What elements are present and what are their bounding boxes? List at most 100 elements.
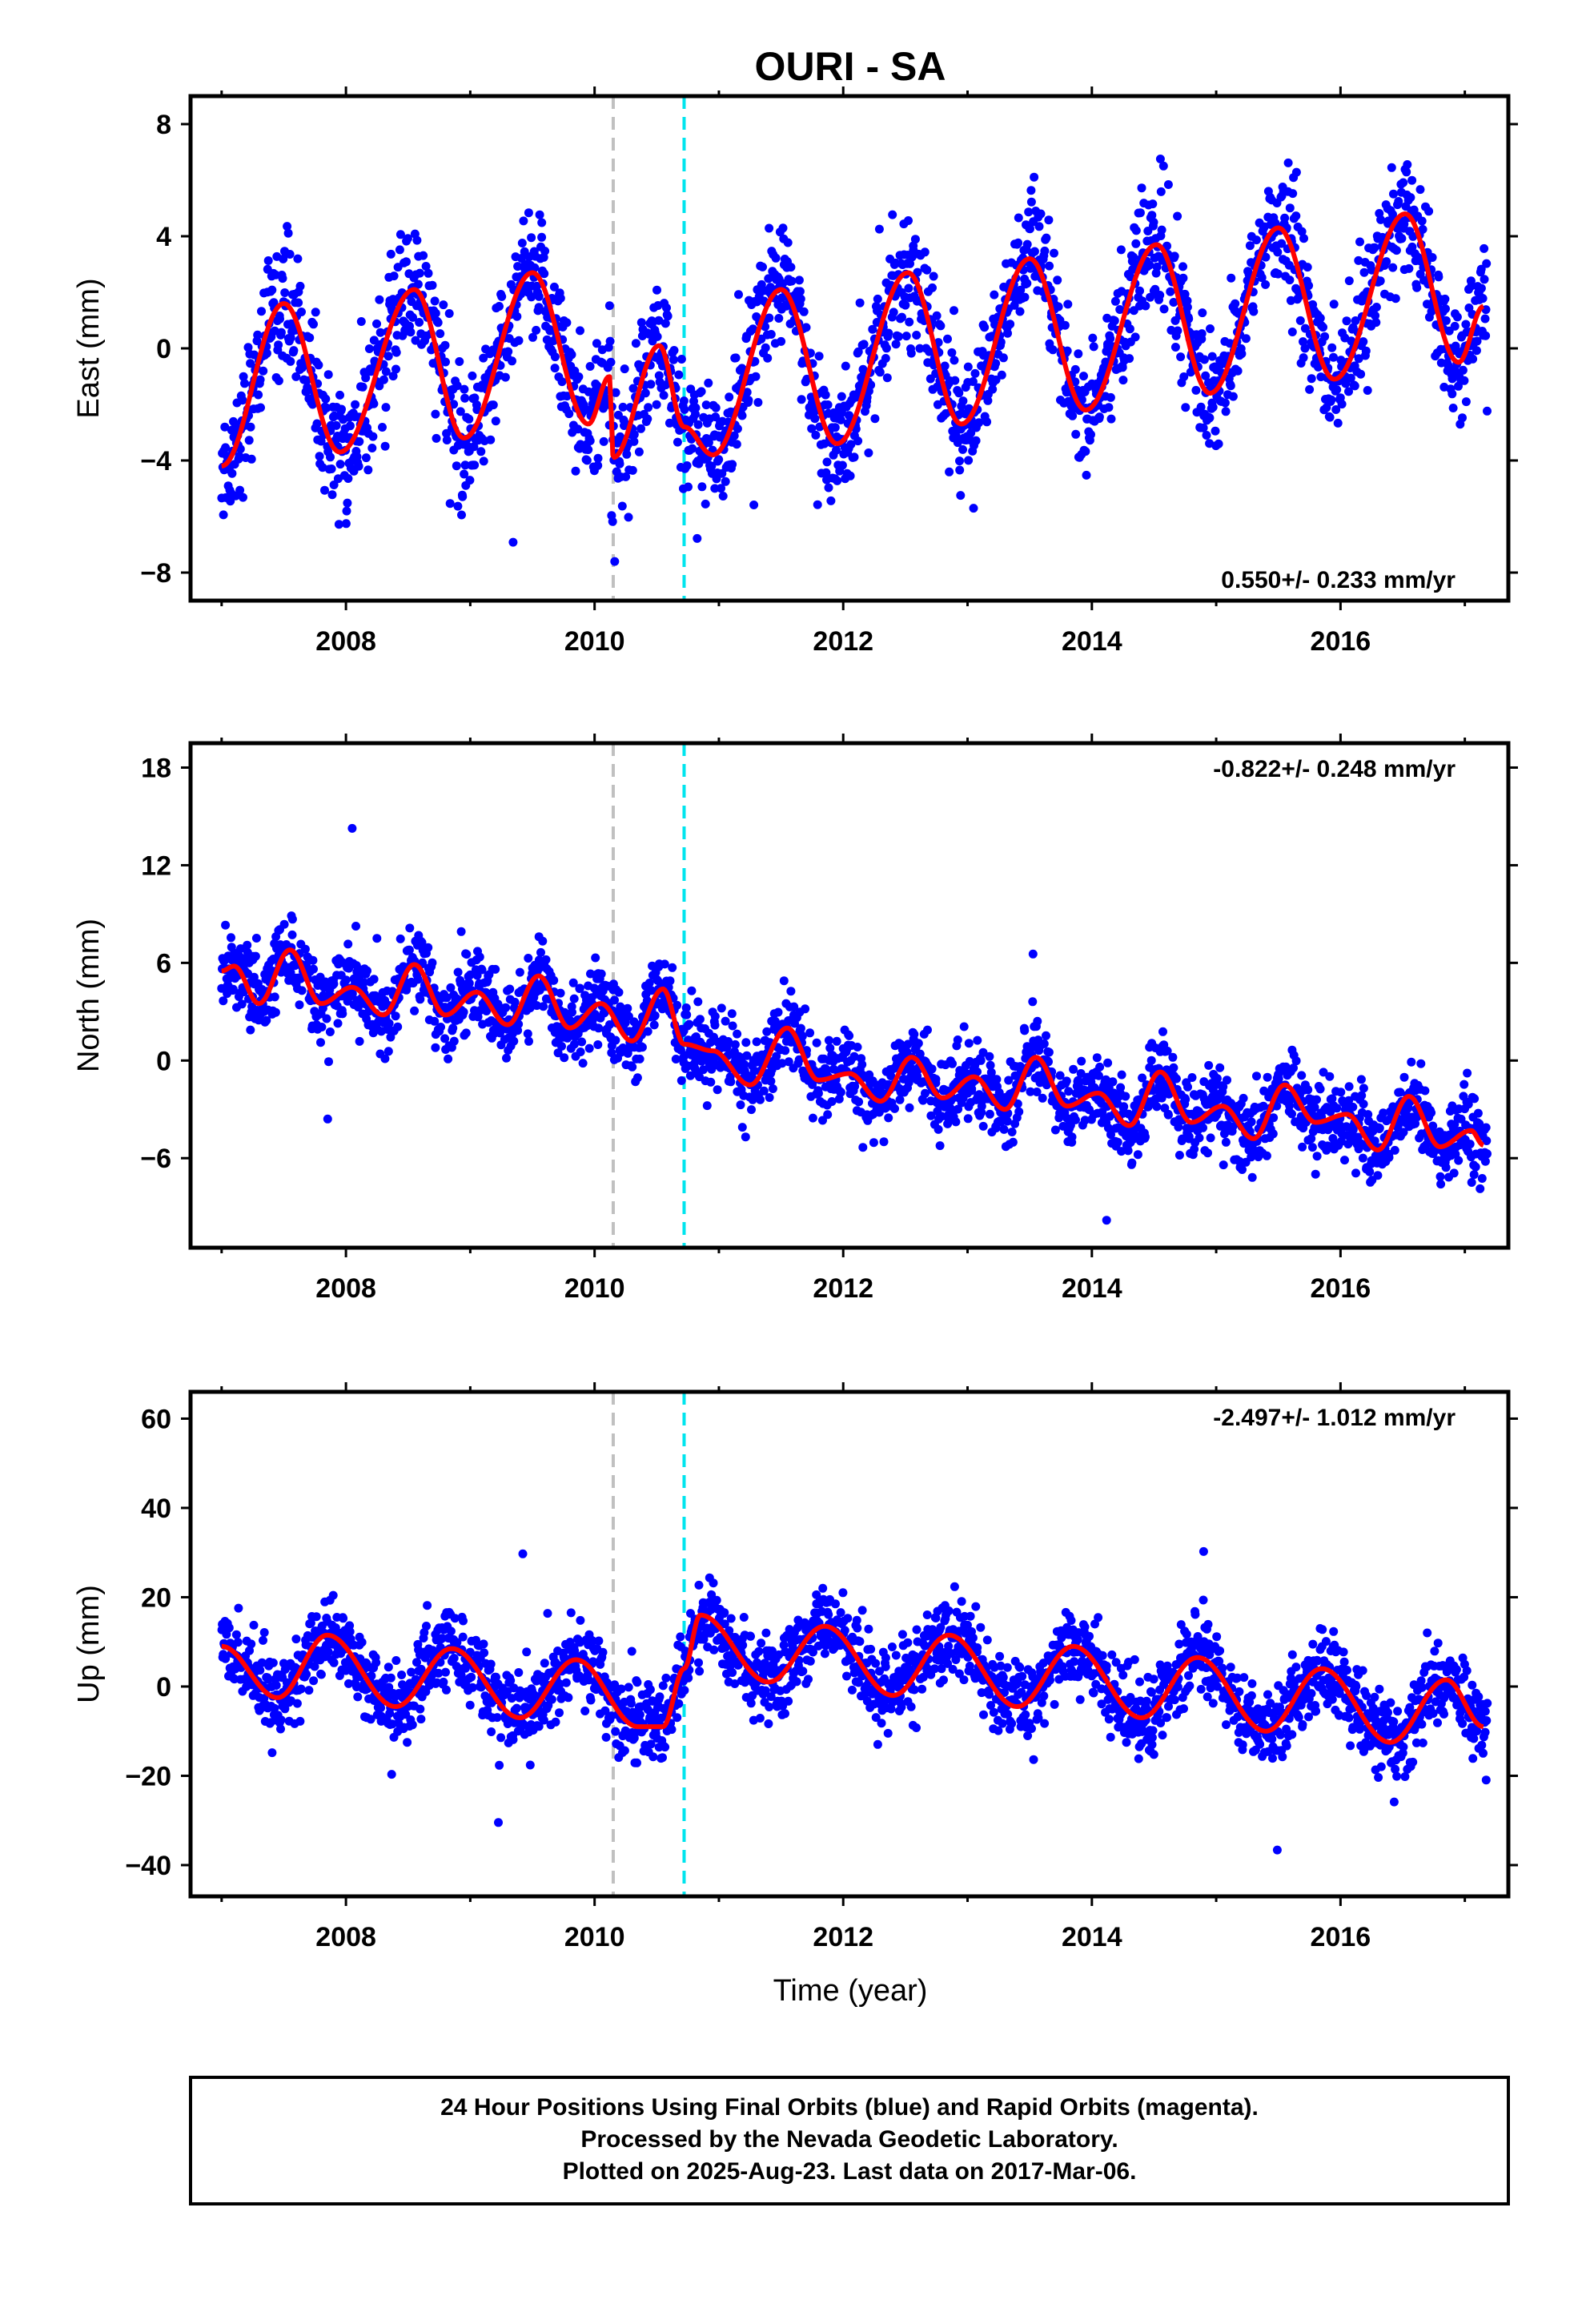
data-point [235, 444, 245, 454]
data-point [777, 1059, 787, 1068]
data-point [821, 468, 831, 477]
data-point [1295, 316, 1305, 325]
data-point [389, 271, 399, 281]
data-point [274, 340, 283, 350]
data-point [1418, 224, 1427, 234]
data-point [1480, 243, 1489, 253]
data-point [431, 308, 440, 318]
chart-title: OURI - SA [755, 44, 946, 89]
data-point [1125, 324, 1134, 334]
data-point [453, 501, 463, 511]
data-point [524, 1036, 533, 1046]
data-point [845, 471, 855, 480]
data-point [460, 469, 469, 479]
data-point [905, 1103, 914, 1112]
data-point [1239, 1093, 1248, 1103]
data-point [1251, 235, 1261, 245]
data-point [1199, 355, 1209, 364]
data-point [749, 324, 757, 334]
data-point [978, 1047, 988, 1057]
data-point [1356, 369, 1366, 379]
data-point [732, 440, 741, 449]
data-point [1024, 207, 1034, 217]
data-point [1427, 1108, 1436, 1117]
data-point [584, 1043, 594, 1053]
data-point [905, 317, 914, 327]
data-point [1129, 252, 1138, 262]
data-point [571, 466, 580, 476]
data-point [243, 343, 253, 352]
data-point [1071, 1115, 1080, 1124]
data-point [1370, 243, 1379, 252]
data-point [540, 247, 550, 255]
data-point [428, 958, 437, 967]
data-point [635, 1054, 644, 1063]
data-point [1163, 180, 1173, 189]
data-point [512, 312, 522, 321]
data-point [1026, 197, 1036, 207]
data-point [253, 330, 263, 340]
data-point [412, 235, 422, 245]
data-point [246, 422, 255, 432]
data-point [986, 1068, 996, 1077]
data-point [347, 823, 357, 833]
data-point [359, 978, 368, 987]
data-point [442, 993, 452, 1003]
data-point [376, 1703, 385, 1713]
data-point [1036, 209, 1046, 219]
data-point [255, 1666, 265, 1675]
data-point [620, 364, 629, 374]
data-point [1315, 1084, 1325, 1094]
data-point [292, 1699, 302, 1708]
data-point [274, 376, 283, 385]
data-point [714, 455, 724, 464]
data-point [976, 1055, 986, 1065]
data-point [1022, 239, 1032, 249]
data-point [759, 1086, 769, 1096]
data-point [685, 1019, 694, 1029]
data-point [1162, 1046, 1172, 1055]
data-point [704, 438, 713, 448]
data-point [262, 348, 271, 358]
data-point [1149, 218, 1158, 227]
data-point [582, 456, 592, 465]
data-point [1441, 1163, 1451, 1172]
data-point [849, 1051, 859, 1061]
data-point [528, 332, 537, 342]
data-point [333, 1019, 343, 1028]
data-point [758, 262, 767, 271]
data-point [1184, 1132, 1194, 1141]
data-point [324, 1057, 333, 1067]
data-point [386, 249, 396, 259]
data-point [291, 372, 301, 381]
data-point [1101, 1075, 1110, 1084]
data-point [853, 347, 863, 356]
data-point [320, 485, 329, 495]
data-point [733, 1029, 742, 1039]
data-point [1088, 333, 1098, 343]
data-point [283, 228, 293, 238]
data-point [1376, 215, 1386, 224]
data-point [849, 452, 859, 462]
data-point [713, 1085, 722, 1095]
data-point [646, 986, 656, 995]
data-point [765, 1093, 774, 1102]
data-point [904, 216, 913, 225]
data-point [1169, 1063, 1178, 1072]
data-point [1183, 1082, 1192, 1092]
data-point [459, 1007, 468, 1017]
data-point [747, 1105, 756, 1115]
data-point [504, 347, 513, 356]
data-point [549, 975, 559, 985]
data-point [894, 332, 903, 341]
data-point [541, 955, 551, 964]
data-point [1375, 1124, 1384, 1133]
data-point [737, 411, 747, 420]
data-point [1480, 1156, 1490, 1166]
data-point [1399, 1072, 1409, 1082]
data-point [901, 300, 910, 310]
data-point [574, 372, 584, 381]
data-point [992, 1075, 1002, 1084]
data-point [1202, 431, 1211, 440]
